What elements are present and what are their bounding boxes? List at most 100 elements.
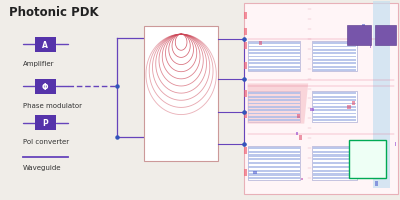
Bar [248, 43, 300, 45]
Bar [254, 171, 258, 174]
Bar [373, 2, 390, 188]
Bar [248, 113, 300, 115]
Bar [347, 26, 371, 46]
Bar [362, 25, 366, 29]
Bar [313, 162, 356, 164]
Text: Phase modulator: Phase modulator [23, 102, 82, 108]
Bar [244, 91, 247, 98]
Bar [244, 111, 247, 118]
Bar [375, 181, 378, 186]
Bar [388, 28, 391, 33]
Bar [313, 116, 356, 118]
Text: Φ: Φ [42, 83, 48, 91]
Bar [248, 70, 300, 71]
Bar [313, 110, 356, 112]
Bar [248, 116, 300, 118]
Bar [248, 106, 300, 108]
Bar [248, 42, 300, 72]
Bar [296, 133, 298, 136]
Bar [313, 155, 356, 157]
Bar [144, 27, 218, 161]
Bar [313, 151, 356, 153]
Bar [348, 40, 352, 42]
Bar [313, 177, 356, 179]
Bar [248, 66, 300, 68]
Bar [248, 100, 300, 102]
Text: Waveguide: Waveguide [23, 164, 61, 170]
Bar [248, 96, 300, 98]
Bar [248, 63, 300, 65]
Text: Amplifier: Amplifier [23, 60, 54, 66]
Bar [248, 93, 300, 95]
Bar [313, 96, 356, 98]
Bar [347, 105, 350, 109]
Polygon shape [248, 84, 308, 124]
Bar [313, 103, 356, 105]
Bar [248, 177, 300, 179]
Bar [248, 146, 300, 180]
Bar [352, 102, 355, 105]
Bar [313, 56, 356, 58]
Bar [313, 66, 356, 68]
Bar [34, 80, 56, 95]
Bar [313, 174, 356, 176]
Bar [248, 170, 300, 172]
Bar [248, 158, 300, 161]
Bar [370, 46, 371, 49]
Bar [244, 43, 247, 50]
Bar [312, 42, 357, 72]
Bar [244, 29, 247, 36]
Text: Photonic PDK: Photonic PDK [9, 6, 99, 19]
Bar [312, 146, 357, 180]
Bar [313, 93, 356, 95]
Bar [395, 142, 396, 147]
Bar [248, 56, 300, 58]
Bar [248, 46, 300, 48]
Bar [248, 60, 300, 62]
Bar [244, 147, 247, 154]
Bar [313, 120, 356, 121]
Bar [312, 92, 357, 122]
Bar [248, 162, 300, 164]
Bar [248, 155, 300, 157]
Bar [313, 70, 356, 71]
Bar [248, 120, 300, 121]
Bar [313, 43, 356, 45]
Text: A: A [42, 41, 48, 49]
Bar [248, 151, 300, 153]
Bar [299, 135, 302, 140]
Bar [244, 63, 247, 70]
Bar [313, 170, 356, 172]
Bar [248, 50, 300, 51]
Bar [310, 108, 314, 112]
Bar [313, 100, 356, 102]
Bar [374, 26, 396, 46]
Bar [313, 50, 356, 51]
Bar [244, 13, 247, 20]
Bar [244, 169, 247, 176]
Bar [301, 178, 303, 180]
Bar [244, 4, 398, 194]
Bar [313, 158, 356, 161]
Bar [313, 106, 356, 108]
Bar [373, 156, 377, 160]
Bar [34, 38, 56, 52]
Bar [297, 114, 300, 118]
Bar [259, 41, 262, 45]
Bar [313, 63, 356, 65]
Bar [248, 110, 300, 112]
Bar [248, 92, 300, 122]
Bar [248, 53, 300, 55]
Bar [34, 115, 56, 130]
Bar [313, 113, 356, 115]
Text: Pol converter: Pol converter [23, 138, 69, 144]
Bar [248, 166, 300, 168]
Text: P: P [42, 119, 48, 127]
Bar [313, 60, 356, 62]
Bar [313, 147, 356, 149]
Bar [313, 166, 356, 168]
Bar [313, 46, 356, 48]
Bar [248, 147, 300, 149]
Bar [248, 103, 300, 105]
Bar [313, 53, 356, 55]
